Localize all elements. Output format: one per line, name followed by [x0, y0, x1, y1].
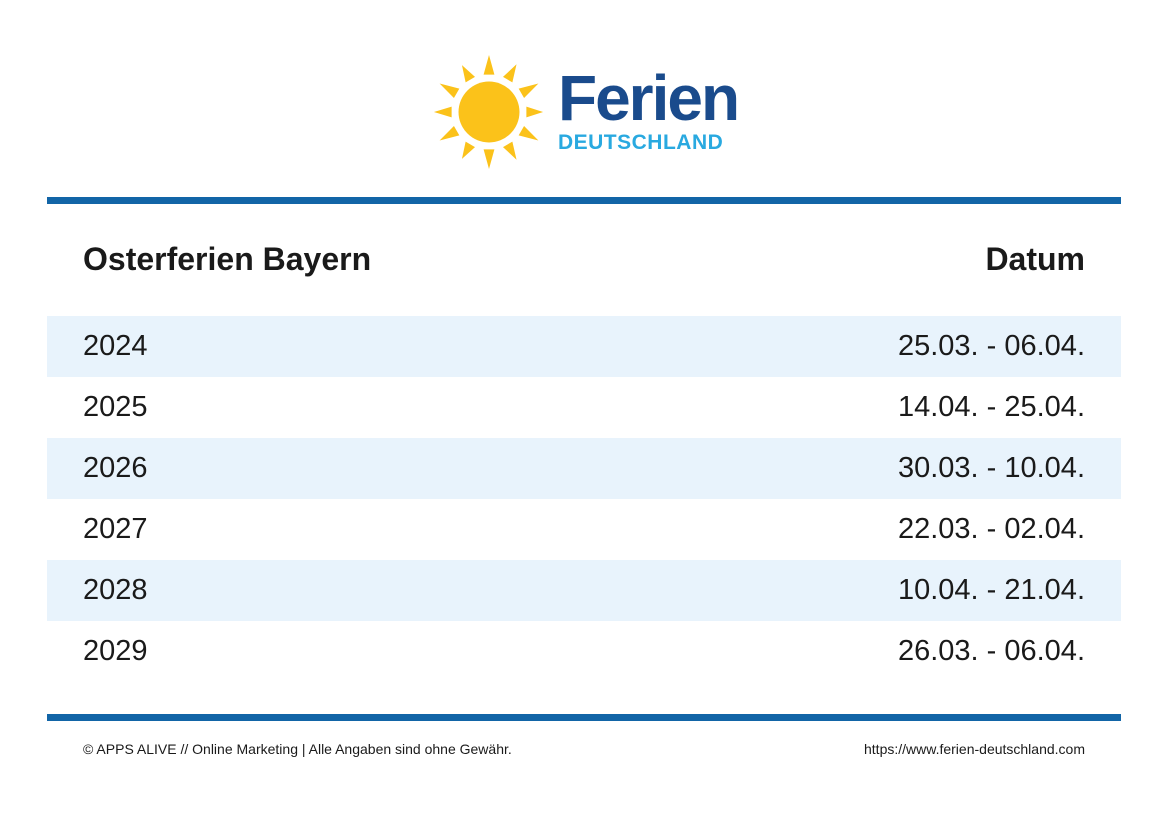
footer-url: https://www.ferien-deutschland.com	[864, 741, 1085, 757]
year-cell: 2026	[83, 452, 148, 484]
table-header: Osterferien Bayern Datum	[47, 243, 1121, 276]
table-row: 2025 14.04. - 25.04.	[47, 377, 1121, 438]
date-cell: 14.04. - 25.04.	[897, 391, 1085, 423]
divider-top	[47, 197, 1121, 204]
table-row: 2027 22.03. - 02.04.	[47, 499, 1121, 560]
date-cell: 30.03. - 10.04.	[897, 452, 1085, 484]
year-cell: 2027	[83, 513, 148, 545]
date-cell: 26.03. - 06.04.	[897, 635, 1085, 667]
year-cell: 2024	[83, 330, 148, 362]
date-cell: 22.03. - 02.04.	[897, 513, 1085, 545]
table-row: 2028 10.04. - 21.04.	[47, 560, 1121, 621]
brand-name: Ferien	[557, 62, 740, 135]
date-cell: 25.03. - 06.04.	[897, 330, 1085, 362]
date-cell: 10.04. - 21.04.	[897, 574, 1085, 606]
logo-text: Ferien DEUTSCHLAND	[557, 62, 740, 155]
table-title: Osterferien Bayern	[83, 241, 372, 277]
footer: © APPS ALIVE // Online Marketing | Alle …	[47, 741, 1121, 757]
year-cell: 2028	[83, 574, 148, 606]
brand-subtitle: DEUTSCHLAND	[557, 130, 724, 154]
table-row: 2029 26.03. - 06.04.	[47, 621, 1121, 682]
date-column-header: Datum	[985, 241, 1085, 277]
table-row: 2024 25.03. - 06.04.	[47, 316, 1121, 377]
footer-credits: © APPS ALIVE // Online Marketing | Alle …	[83, 741, 512, 757]
holiday-table: 2024 25.03. - 06.04. 2025 14.04. - 25.04…	[47, 316, 1121, 682]
table-row: 2026 30.03. - 10.04.	[47, 438, 1121, 499]
logo: Ferien DEUTSCHLAND	[0, 0, 1168, 171]
year-cell: 2029	[83, 635, 148, 667]
year-cell: 2025	[83, 391, 148, 423]
divider-bottom	[47, 714, 1121, 721]
sun-icon	[433, 54, 544, 169]
